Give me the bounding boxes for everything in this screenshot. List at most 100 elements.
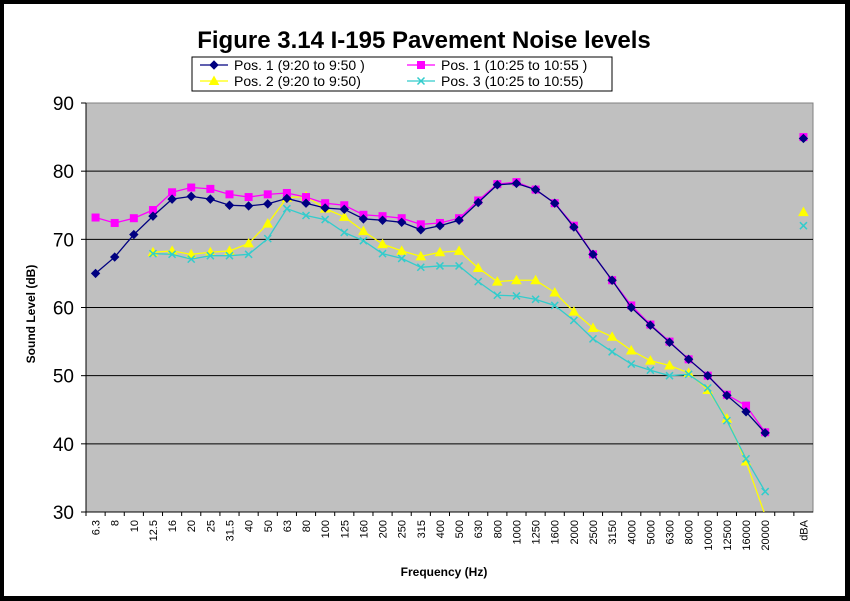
data-point	[683, 354, 694, 365]
series-layer	[90, 133, 809, 512]
data-point	[626, 302, 636, 313]
x-tick-label: 3150	[607, 520, 619, 544]
x-tick-label: 2000	[569, 520, 581, 544]
data-point	[627, 360, 636, 369]
data-point	[742, 454, 751, 463]
data-point	[453, 245, 465, 255]
data-point	[664, 337, 675, 347]
x-tick-label: 31.5	[224, 520, 236, 541]
x-tick-label: 315	[416, 520, 428, 538]
x-tick-label: 1600	[550, 520, 562, 544]
data-point	[799, 221, 808, 230]
data-point	[340, 228, 349, 237]
legend-entry: Pos. 3 (10:25 to 10:55)	[407, 73, 583, 89]
data-point	[645, 355, 656, 365]
data-point	[435, 261, 444, 270]
data-point	[587, 322, 599, 332]
legend-label: Pos. 2 (9:20 to 9:50)	[234, 73, 361, 89]
data-point	[397, 254, 406, 263]
data-point	[761, 487, 770, 496]
data-point	[722, 390, 732, 401]
data-point	[607, 275, 617, 285]
data-point	[129, 229, 139, 240]
data-point	[722, 416, 731, 425]
x-tick-label: dBA	[798, 519, 810, 540]
x-tick-label: 200	[378, 520, 390, 538]
data-point	[168, 250, 177, 259]
data-point	[263, 199, 273, 209]
legend-entry: Pos. 1 (10:25 to 10:55 )	[407, 57, 587, 73]
x-tick-label: 80	[301, 520, 313, 532]
data-point	[244, 193, 253, 202]
x-tick-label: 20	[186, 520, 198, 532]
x-tick-label: 800	[492, 520, 504, 538]
data-point	[472, 262, 484, 272]
data-point	[359, 236, 368, 245]
data-point	[703, 383, 712, 392]
legend-box	[191, 56, 613, 92]
data-point	[684, 370, 693, 379]
x-tick-label: 40	[244, 520, 256, 532]
x-tick-label: 12.5	[148, 520, 160, 541]
data-point	[703, 370, 713, 381]
y-tick-label: 60	[53, 299, 74, 320]
legend-entry: Pos. 2 (9:20 to 9:50)	[200, 73, 361, 89]
data-point	[224, 200, 235, 210]
data-point	[741, 407, 751, 417]
x-tick-label: 1000	[511, 520, 523, 544]
x-tick-label: 5000	[645, 520, 657, 544]
data-point	[225, 251, 234, 260]
y-tick-label: 40	[53, 435, 74, 456]
data-point	[148, 211, 158, 221]
data-point	[396, 245, 408, 255]
legend-marker	[208, 75, 220, 85]
x-axis-label: Frequency (Hz)	[401, 565, 488, 579]
x-tick-label: 125	[339, 520, 351, 538]
data-point	[206, 184, 215, 193]
legend: Pos. 1 (9:20 to 9:50 ) Pos. 1 (10:25 to 1…	[191, 56, 613, 92]
legend-marker	[417, 61, 425, 69]
data-point	[760, 428, 770, 438]
series-1	[90, 133, 809, 438]
data-point	[338, 211, 350, 221]
data-point	[664, 359, 675, 370]
x-tick-label: 25	[205, 520, 217, 532]
data-point	[665, 371, 674, 380]
data-point	[187, 183, 196, 192]
data-point	[512, 291, 521, 300]
x-tick-label: 6.3	[91, 520, 103, 535]
legend-label: Pos. 3 (10:25 to 10:55)	[441, 73, 583, 89]
data-point	[90, 268, 101, 279]
x-tick-label: 6300	[665, 520, 677, 544]
data-point	[646, 366, 655, 375]
data-point	[205, 194, 216, 204]
x-tick-label: 4000	[626, 520, 638, 544]
data-point	[568, 306, 580, 316]
data-point	[301, 198, 311, 208]
data-point	[91, 213, 100, 222]
data-point	[415, 250, 427, 261]
data-point	[358, 214, 369, 224]
data-point	[454, 215, 464, 225]
data-point	[206, 251, 215, 260]
data-point	[301, 211, 311, 220]
y-tick-label: 30	[53, 503, 74, 524]
x-tick-label: 12500	[722, 520, 734, 551]
x-tick-label: 16000	[741, 520, 753, 551]
data-point	[530, 274, 541, 285]
data-point	[378, 249, 387, 258]
y-tick-label: 80	[53, 162, 74, 183]
data-point	[798, 133, 809, 144]
data-point	[167, 194, 177, 204]
x-axis-ticks: 6.3 8 10 12.5 16 20 25 31.5 40 50 63 80 100 125 160 200…	[85, 512, 810, 551]
data-point	[550, 198, 560, 208]
legend-label: Pos. 1 (9:20 to 9:50 )	[234, 57, 365, 73]
y-axis-label: Sound Level (dB)	[24, 265, 38, 364]
y-tick-label: 70	[53, 230, 74, 251]
x-tick-label: 20000	[760, 520, 772, 551]
x-tick-label: 10	[129, 520, 141, 532]
chart-title: Figure 3.14 I-195 Pavement Noise levels	[197, 27, 651, 54]
legend-entry: Pos. 1 (9:20 to 9:50 )	[200, 57, 365, 73]
x-tick-label: 2500	[588, 520, 600, 544]
data-point	[358, 225, 369, 236]
